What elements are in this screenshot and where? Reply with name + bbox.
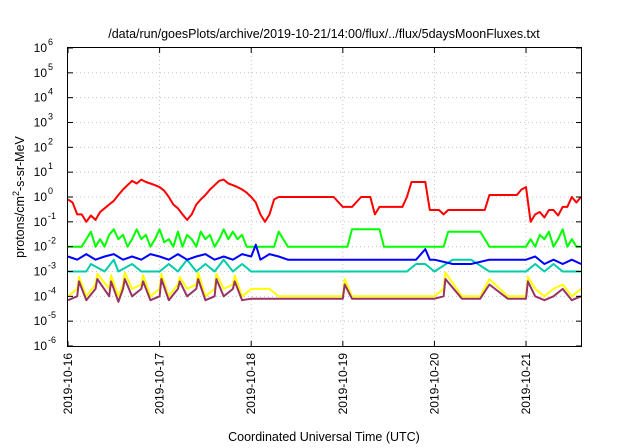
y-tick-label: 10	[34, 265, 48, 279]
y-tick-label-exponent: 0	[48, 186, 53, 196]
y-tick-label: 10	[34, 240, 48, 254]
y-tick-label-exponent: -4	[48, 285, 56, 295]
y-tick-label: 10	[34, 339, 48, 353]
y-tick-label-exponent: 6	[48, 37, 53, 47]
series-line-6	[67, 278, 582, 303]
series-line-2	[68, 228, 581, 248]
y-tick-label-exponent: 1	[48, 161, 53, 171]
x-tick-labels: 2019-10-16 2019-10-17 2019-10-18 2019-10-19…	[61, 353, 533, 415]
y-tick-label-exponent: 2	[48, 136, 53, 146]
x-tick-label: 2019-10-20	[427, 353, 441, 415]
series-line-5	[67, 271, 582, 298]
y-tick-label-exponent: -5	[48, 310, 56, 320]
y-tick-label: 10	[34, 215, 48, 229]
x-tick-label: 2019-10-17	[153, 353, 167, 415]
y-tick-label: 10	[34, 165, 48, 179]
x-tick-label: 2019-10-21	[519, 353, 533, 415]
y-tick-label: 10	[34, 190, 48, 204]
x-axis-label: Coordinated Universal Time (UTC)	[228, 430, 420, 444]
x-tick-label: 2019-10-19	[336, 353, 350, 415]
y-axis-label: protons/cm2-s-sr-MeV	[11, 135, 27, 257]
series-group	[67, 178, 582, 303]
y-tick-label: 10	[34, 289, 48, 303]
y-axis-label-suffix: -s-sr-MeV	[13, 135, 27, 191]
y-tick-label: 10	[34, 41, 48, 55]
y-tick-label-exponent: 3	[48, 112, 53, 122]
chart-title: /data/run/goesPlots/archive/2019-10-21/1…	[108, 27, 540, 41]
y-tick-label-exponent: -6	[48, 335, 56, 345]
y-tick-label: 10	[34, 140, 48, 154]
y-tick-label: 10	[34, 91, 48, 105]
y-tick-label-exponent: -2	[48, 236, 56, 246]
x-tick-label: 2019-10-18	[244, 353, 258, 415]
y-tick-label-exponent: 5	[48, 62, 53, 72]
series-line-1	[67, 178, 582, 223]
y-tick-label: 10	[34, 116, 48, 130]
y-tick-label-exponent: 4	[48, 87, 53, 97]
x-tick-label: 2019-10-16	[61, 353, 75, 415]
series-line-4	[67, 243, 582, 265]
ticks	[67, 47, 581, 347]
y-axis-label-superscript: 2	[11, 191, 21, 196]
y-axis-label-prefix: protons/cm	[13, 196, 27, 258]
y-tick-label-exponent: -1	[48, 211, 56, 221]
y-tick-label: 10	[34, 314, 48, 328]
y-tick-label: 10	[34, 66, 48, 80]
plot-frame	[67, 47, 582, 347]
series-line-3	[68, 258, 581, 273]
y-tick-label-exponent: -3	[48, 261, 56, 271]
y-tick-labels: 10 -610 -510 -410 -310 -210 -110 010 110 210 310 41…	[34, 37, 56, 353]
